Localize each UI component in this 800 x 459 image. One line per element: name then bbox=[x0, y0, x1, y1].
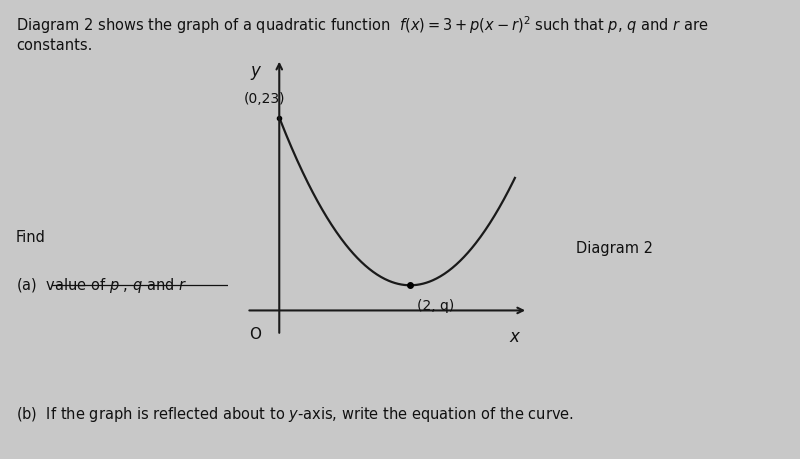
Text: Diagram 2 shows the graph of a quadratic function  $f(x)=3+p(x-r)^2$ such that $: Diagram 2 shows the graph of a quadratic… bbox=[16, 14, 709, 53]
Text: (b)  If the graph is reflected about to $y$-axis, write the equation of the curv: (b) If the graph is reflected about to $… bbox=[16, 404, 574, 423]
Text: (0,23): (0,23) bbox=[243, 92, 285, 106]
Text: O: O bbox=[249, 326, 261, 341]
Text: Find: Find bbox=[16, 230, 46, 245]
Text: $x$: $x$ bbox=[509, 328, 522, 346]
Text: Diagram 2: Diagram 2 bbox=[576, 241, 653, 255]
Text: (a)  value of $p$ , $q$ and $r$: (a) value of $p$ , $q$ and $r$ bbox=[16, 275, 187, 294]
Text: (2, q): (2, q) bbox=[417, 298, 454, 312]
Text: $y$: $y$ bbox=[250, 64, 263, 82]
